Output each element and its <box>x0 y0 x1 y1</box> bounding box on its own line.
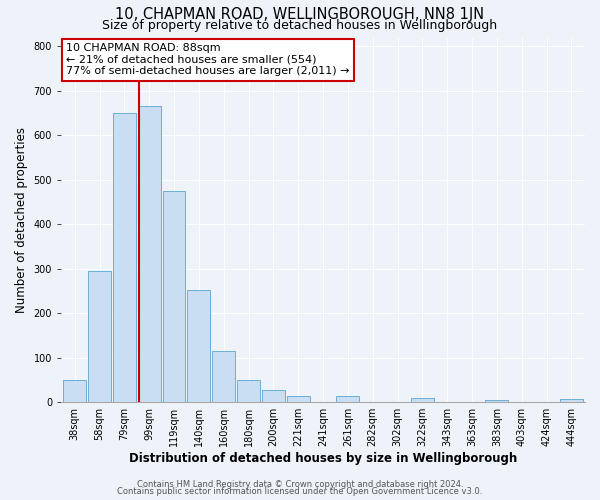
Bar <box>485 400 508 402</box>
Bar <box>113 113 136 402</box>
Bar <box>64 380 86 402</box>
Bar <box>138 106 161 402</box>
Bar <box>212 351 235 402</box>
Bar <box>237 380 260 402</box>
Bar <box>88 271 111 402</box>
Text: 10 CHAPMAN ROAD: 88sqm
← 21% of detached houses are smaller (554)
77% of semi-de: 10 CHAPMAN ROAD: 88sqm ← 21% of detached… <box>67 43 350 76</box>
Bar <box>262 390 285 402</box>
Bar <box>187 290 211 402</box>
Bar <box>560 399 583 402</box>
Text: Size of property relative to detached houses in Wellingborough: Size of property relative to detached ho… <box>103 19 497 32</box>
Y-axis label: Number of detached properties: Number of detached properties <box>15 127 28 313</box>
Text: Contains HM Land Registry data © Crown copyright and database right 2024.: Contains HM Land Registry data © Crown c… <box>137 480 463 489</box>
Text: 10, CHAPMAN ROAD, WELLINGBOROUGH, NN8 1JN: 10, CHAPMAN ROAD, WELLINGBOROUGH, NN8 1J… <box>115 8 485 22</box>
Bar <box>287 396 310 402</box>
X-axis label: Distribution of detached houses by size in Wellingborough: Distribution of detached houses by size … <box>129 452 517 465</box>
Bar <box>163 191 185 402</box>
Text: Contains public sector information licensed under the Open Government Licence v3: Contains public sector information licen… <box>118 488 482 496</box>
Bar <box>337 396 359 402</box>
Bar <box>411 398 434 402</box>
